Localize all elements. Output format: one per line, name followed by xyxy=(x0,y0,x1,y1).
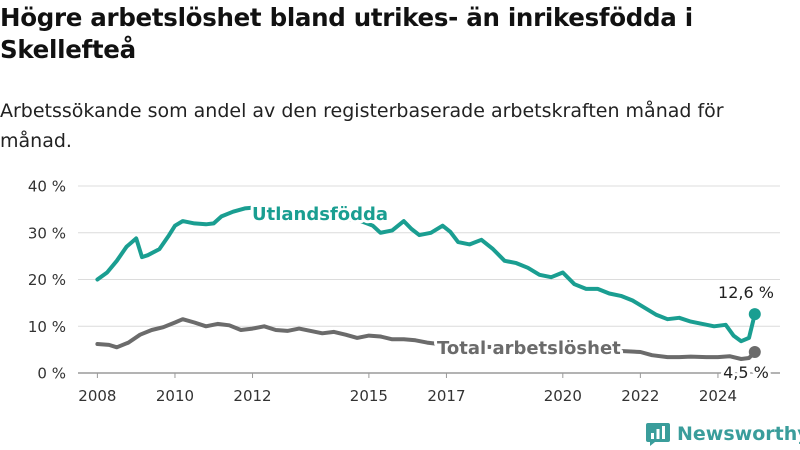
y-tick-label: 10 % xyxy=(28,318,66,336)
series-labels: Utlandsfödda Total arbetslöshet 12,6 % 4,5 … xyxy=(249,201,777,385)
series-end-point xyxy=(748,308,761,321)
chart-subtitle: Arbetssökande som andel av den registerb… xyxy=(0,100,724,152)
x-tick-label: 2015 xyxy=(350,387,388,405)
y-tick-label: 0 % xyxy=(37,365,66,383)
x-tick-label: 2012 xyxy=(233,387,271,405)
brand-name: Newsworthy xyxy=(677,423,800,445)
series-label-utlandsfodda: Utlandsfödda xyxy=(252,204,388,225)
x-tick-label: 2010 xyxy=(156,387,194,405)
newsworthy-brand: Newsworthy xyxy=(645,419,800,449)
end-value-label-utlandsfodda: 12,6 % xyxy=(718,283,774,302)
x-tick-label: 2022 xyxy=(621,387,659,405)
y-tick-label: 40 % xyxy=(28,178,66,196)
x-axis-ticks: 2008 2010 2012 2015 2017 2020 2022 2024 xyxy=(78,373,737,405)
gridlines xyxy=(78,185,780,374)
series-line-utlandsfodda xyxy=(95,205,757,344)
y-axis-ticks: 0 % 10 % 20 % 30 % 40 % xyxy=(28,178,66,383)
chart-title: Högre arbetslöshet bland utrikes- än inr… xyxy=(0,3,693,64)
series-lines xyxy=(95,205,761,361)
series-line-total xyxy=(95,317,757,361)
y-tick-label: 30 % xyxy=(28,224,66,242)
x-tick-label: 2024 xyxy=(699,387,737,405)
end-value-label-total: 4,5 % xyxy=(723,363,769,382)
series-end-point xyxy=(748,345,761,358)
x-tick-label: 2020 xyxy=(544,387,582,405)
newsworthy-logo-icon xyxy=(646,423,670,446)
x-tick-label: 2017 xyxy=(427,387,465,405)
x-tick-label: 2008 xyxy=(78,387,116,405)
series-label-total: Total arbetslöshet xyxy=(437,338,621,359)
y-tick-label: 20 % xyxy=(28,271,66,289)
